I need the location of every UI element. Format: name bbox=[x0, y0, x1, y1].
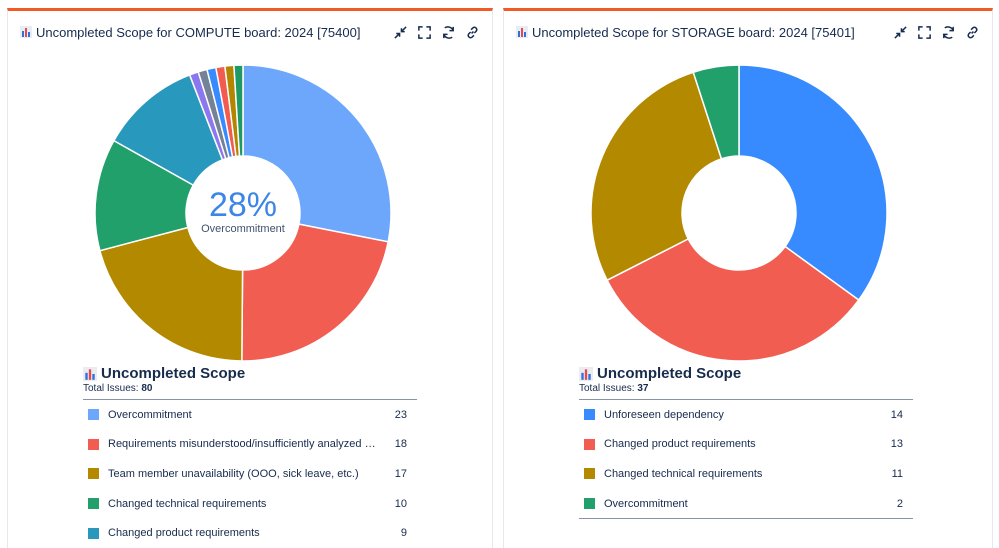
minimize-button[interactable] bbox=[893, 25, 908, 40]
pie-slice[interactable] bbox=[590, 71, 723, 282]
legend-item[interactable]: Changed product requirements 13 bbox=[579, 430, 913, 460]
legend-swatch bbox=[584, 409, 595, 421]
fullscreen-button[interactable] bbox=[917, 25, 932, 40]
pie-slice[interactable] bbox=[606, 237, 860, 362]
fullscreen-button[interactable] bbox=[417, 25, 432, 40]
legend-label: Changed product requirements bbox=[604, 438, 756, 451]
total-label: Total Issues: bbox=[579, 383, 635, 394]
legend-value: 17 bbox=[394, 467, 407, 480]
legend-label: Unforeseen dependency bbox=[604, 408, 724, 421]
legend-swatch bbox=[584, 438, 595, 450]
legend-item[interactable]: Unforeseen dependency 14 bbox=[579, 400, 913, 430]
refresh-icon bbox=[943, 25, 954, 39]
legend-value: 11 bbox=[891, 467, 903, 480]
center-percentage: 28% bbox=[208, 186, 278, 224]
pie-slice[interactable] bbox=[242, 65, 392, 243]
legend-title: Uncompleted Scope bbox=[579, 365, 913, 382]
fullscreen-icon bbox=[918, 25, 931, 39]
legend-value: 18 bbox=[394, 438, 407, 451]
legend-label: Overcommitment bbox=[604, 497, 688, 510]
legend-value: 10 bbox=[394, 497, 407, 510]
legend-item[interactable]: Changed technical requirements 11 bbox=[579, 459, 913, 489]
legend-title-text: Uncompleted Scope bbox=[597, 365, 742, 382]
legend-label: Team member unavailability (OOO, sick le… bbox=[108, 467, 359, 480]
legend-value: 9 bbox=[400, 527, 407, 540]
total-issues: Total Issues: 80 bbox=[83, 383, 417, 394]
link-icon bbox=[967, 26, 978, 38]
legend-swatch bbox=[88, 438, 99, 450]
header-actions bbox=[393, 25, 480, 40]
refresh-button[interactable] bbox=[941, 25, 956, 40]
center-category: Overcommitment bbox=[201, 223, 285, 235]
legend-label: Changed technical requirements bbox=[604, 467, 763, 480]
panel-title: Uncompleted Scope for STORAGE board: 202… bbox=[516, 25, 855, 40]
legend-title-text: Uncompleted Scope bbox=[101, 365, 246, 382]
legend-swatch bbox=[584, 498, 595, 510]
minimize-icon bbox=[394, 25, 407, 39]
panel-header: Uncompleted Scope for STORAGE board: 202… bbox=[516, 21, 980, 43]
legend-swatch bbox=[88, 468, 99, 480]
legend-item[interactable]: Overcommitment 2 bbox=[579, 489, 913, 519]
pie-slice[interactable] bbox=[94, 139, 195, 252]
legend-item[interactable]: Team member unavailability (OOO, sick le… bbox=[83, 459, 417, 489]
total-issues: Total Issues: 37 bbox=[579, 383, 913, 394]
total-label: Total Issues: bbox=[83, 383, 139, 394]
fullscreen-icon bbox=[418, 25, 431, 39]
pie-slice[interactable] bbox=[738, 65, 888, 302]
bar-chart-icon bbox=[20, 26, 32, 38]
legend-value: 13 bbox=[890, 438, 903, 451]
panel-header: Uncompleted Scope for COMPUTE board: 202… bbox=[20, 21, 480, 43]
legend-swatch bbox=[88, 527, 99, 539]
legend-item[interactable]: Overcommitment 23 bbox=[83, 400, 417, 430]
minimize-icon bbox=[894, 25, 907, 39]
legend-item[interactable]: Requirements misunderstood/insufficientl… bbox=[83, 430, 417, 460]
pie-slice[interactable] bbox=[692, 65, 740, 160]
legend-value: 14 bbox=[890, 408, 903, 421]
legend-value: 2 bbox=[896, 497, 903, 510]
legend-list: Unforeseen dependency 14 Changed product r… bbox=[579, 399, 913, 520]
legend-label: Changed product requirements bbox=[108, 527, 260, 540]
panel-title-text: Uncompleted Scope for STORAGE board: 202… bbox=[532, 24, 855, 40]
total-value: 37 bbox=[637, 383, 649, 394]
legend-value: 23 bbox=[394, 408, 407, 421]
legend-title: Uncompleted Scope bbox=[83, 365, 417, 382]
bar-chart-icon bbox=[579, 366, 593, 381]
legend-item[interactable]: Changed technical requirements 10 bbox=[83, 489, 417, 519]
pie-slice[interactable] bbox=[233, 65, 244, 157]
legend-label: Overcommitment bbox=[108, 408, 192, 421]
total-value: 80 bbox=[141, 383, 153, 394]
pie-chart bbox=[590, 65, 888, 362]
pie-center-label: 28% Overcommitment bbox=[183, 187, 303, 235]
storage-panel: Uncompleted Scope for STORAGE board: 202… bbox=[503, 8, 993, 548]
pie-slice[interactable] bbox=[98, 226, 244, 362]
link-button[interactable] bbox=[465, 25, 480, 40]
legend-block: Uncompleted Scope Total Issues: 80 Overc… bbox=[83, 365, 417, 548]
legend-swatch bbox=[584, 468, 595, 480]
legend-item[interactable]: Changed product requirements 9 bbox=[83, 518, 417, 548]
compute-panel: Uncompleted Scope for COMPUTE board: 202… bbox=[7, 8, 493, 548]
refresh-button[interactable] bbox=[441, 25, 456, 40]
legend-swatch bbox=[88, 498, 99, 510]
pie-slice[interactable] bbox=[241, 223, 390, 362]
header-actions bbox=[893, 25, 980, 40]
panel-title: Uncompleted Scope for COMPUTE board: 202… bbox=[20, 25, 360, 40]
legend-swatch bbox=[88, 409, 99, 421]
panel-title-text: Uncompleted Scope for COMPUTE board: 202… bbox=[36, 24, 361, 40]
legend-block: Uncompleted Scope Total Issues: 37 Unfor… bbox=[579, 365, 913, 520]
pie-chart bbox=[94, 65, 392, 362]
link-icon bbox=[467, 26, 478, 38]
minimize-button[interactable] bbox=[393, 25, 408, 40]
bar-chart-icon bbox=[83, 366, 97, 381]
refresh-icon bbox=[443, 25, 454, 39]
legend-label: Requirements misunderstood/insufficientl… bbox=[108, 438, 381, 451]
legend-label: Changed technical requirements bbox=[108, 497, 267, 510]
legend-list: Overcommitment 23 Requirements misundersto… bbox=[83, 399, 417, 548]
link-button[interactable] bbox=[965, 25, 980, 40]
bar-chart-icon bbox=[516, 26, 528, 38]
